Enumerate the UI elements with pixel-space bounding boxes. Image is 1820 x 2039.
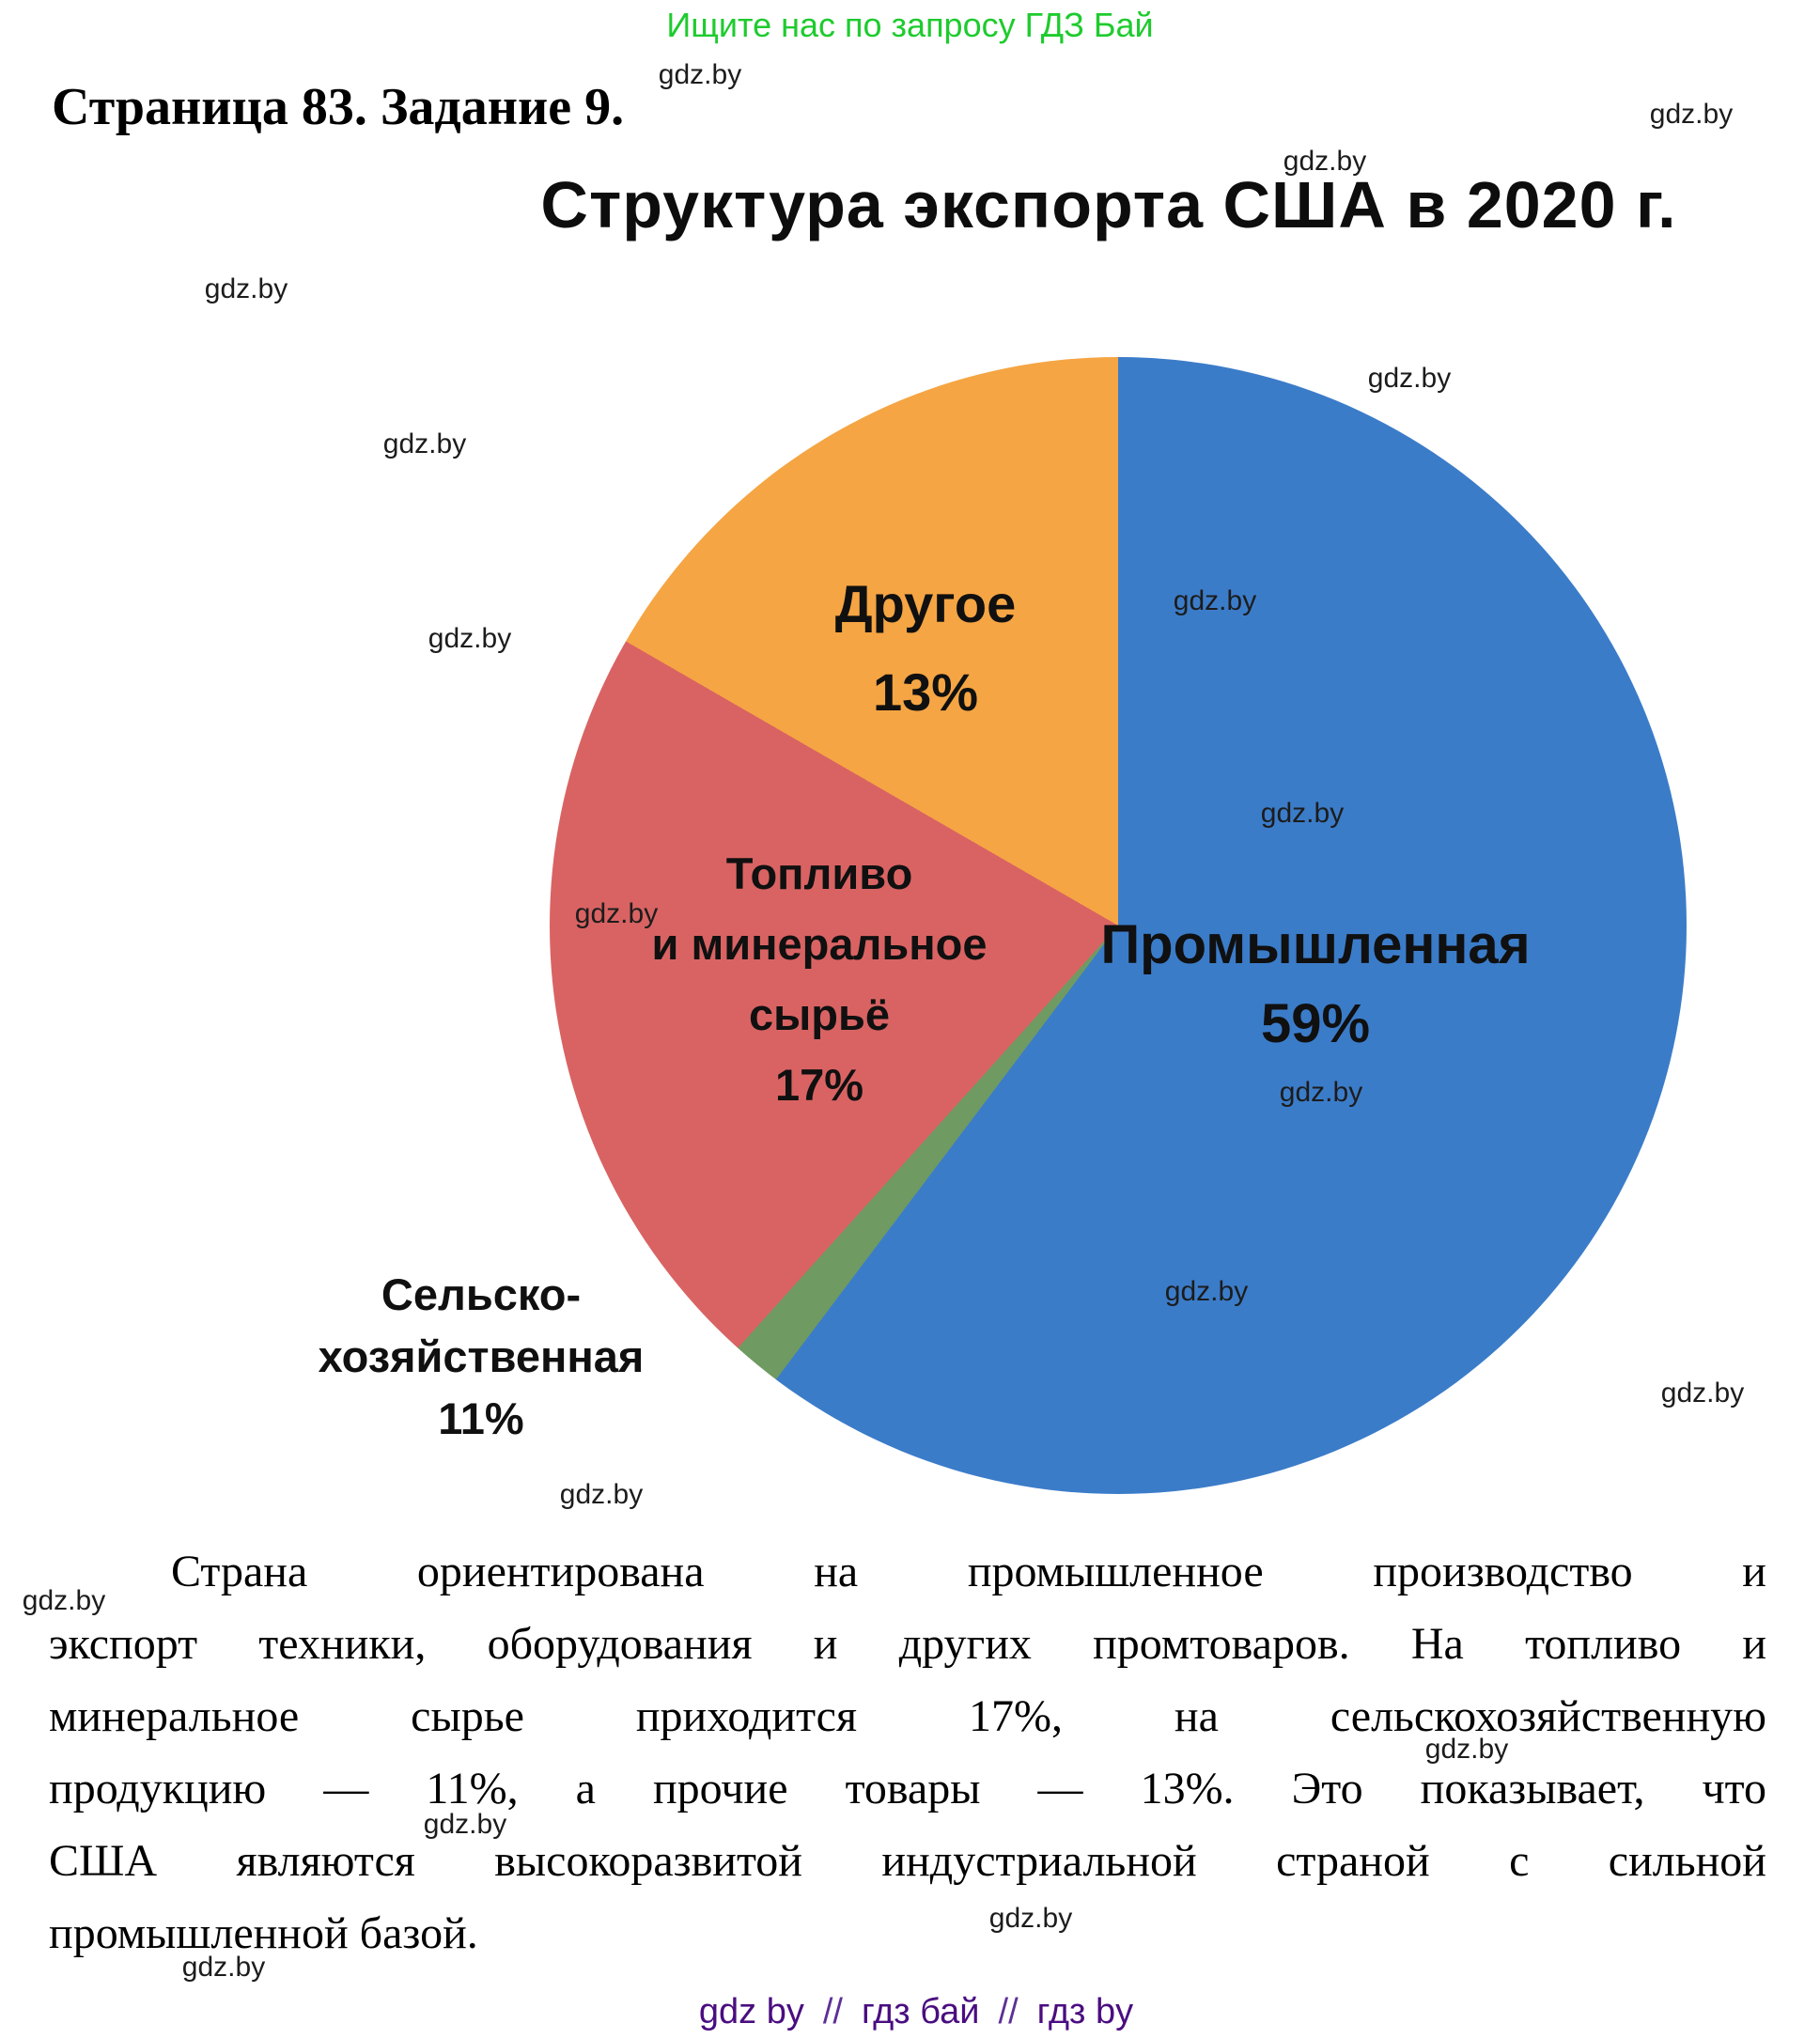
watermark: gdz.by: [181, 1952, 266, 1983]
paragraph-line: Страна ориентирована на промышленное про…: [171, 1547, 1766, 1596]
watermark: gdz.by: [1367, 363, 1452, 394]
watermark: gdz.by: [1173, 585, 1257, 616]
slice-label-fuel: Топливо и минеральное сырьё 17%: [652, 838, 988, 1120]
slice-label-fuel-line2: и минеральное: [651, 919, 988, 969]
watermark: gdz.by: [423, 1809, 507, 1840]
watermark: gdz.by: [1283, 146, 1367, 177]
promo-banner: Ищите нас по запросу ГДЗ Бай: [666, 6, 1154, 44]
slice-label-fuel-line1: Топливо: [725, 848, 913, 898]
slice-label-other: Другое 13%: [835, 560, 1016, 737]
paragraph-line: экспорт техники, оборудования и других п…: [49, 1619, 1766, 1669]
answer-paragraph: Страна ориентирована на промышленное про…: [49, 1535, 1766, 1969]
page-heading: Страница 83. Задание 9.: [52, 78, 625, 136]
chart-title: Структура экспорта США в 2020 г.: [540, 168, 1677, 241]
slice-label-industrial-value: 59%: [1260, 993, 1371, 1054]
watermark: gdz.by: [382, 428, 467, 459]
watermark: gdz.by: [1649, 99, 1734, 130]
watermark: gdz.by: [1279, 1077, 1363, 1108]
watermark: gdz.by: [1260, 798, 1345, 829]
watermark: gdz.by: [22, 1585, 106, 1616]
slice-label-other-name: Другое: [834, 574, 1017, 633]
paragraph-line: США являются высокоразвитой индустриальн…: [49, 1836, 1766, 1886]
watermark: gdz.by: [658, 59, 742, 90]
footer-links: gdz by // гдз бай // гдз by: [690, 1992, 1143, 2032]
slice-label-fuel-line3: сырьё: [748, 989, 891, 1039]
slice-label-fuel-value: 17%: [774, 1060, 864, 1110]
slice-label-industrial: Промышленная 59%: [1100, 906, 1530, 1064]
watermark: gdz.by: [988, 1903, 1073, 1934]
footer-text-1: gdz by: [698, 1992, 804, 2031]
slice-label-agricultural: Сельско- хозяйственная 11%: [319, 1264, 645, 1450]
watermark: gdz.by: [559, 1479, 644, 1510]
footer-text-2: гдз бай: [861, 1992, 980, 2031]
watermark: gdz.by: [428, 623, 512, 654]
footer-text-3: гдз by: [1036, 1992, 1134, 2031]
watermark: gdz.by: [574, 898, 659, 929]
footer-slash-2: //: [998, 1992, 1019, 2031]
watermark: gdz.by: [1660, 1377, 1745, 1409]
slice-label-agricultural-value: 11%: [438, 1393, 524, 1443]
footer-slash-1: //: [822, 1992, 843, 2031]
paragraph-line: промышленной базой.: [49, 1908, 478, 1958]
slice-label-other-value: 13%: [872, 662, 979, 722]
watermark: gdz.by: [1424, 1734, 1509, 1765]
slice-label-industrial-name: Промышленная: [1100, 914, 1531, 975]
slice-label-agricultural-line2: хозяйственная: [318, 1331, 645, 1381]
pie: [550, 357, 1687, 1494]
paragraph-line: продукцию — 11%, а прочие товары — 13%. …: [49, 1764, 1766, 1813]
watermark: gdz.by: [1164, 1276, 1249, 1307]
slice-label-agricultural-line1: Сельско-: [381, 1269, 582, 1319]
watermark: gdz.by: [204, 273, 288, 304]
paragraph-line: минеральное сырье приходится 17%, на сел…: [49, 1691, 1766, 1741]
